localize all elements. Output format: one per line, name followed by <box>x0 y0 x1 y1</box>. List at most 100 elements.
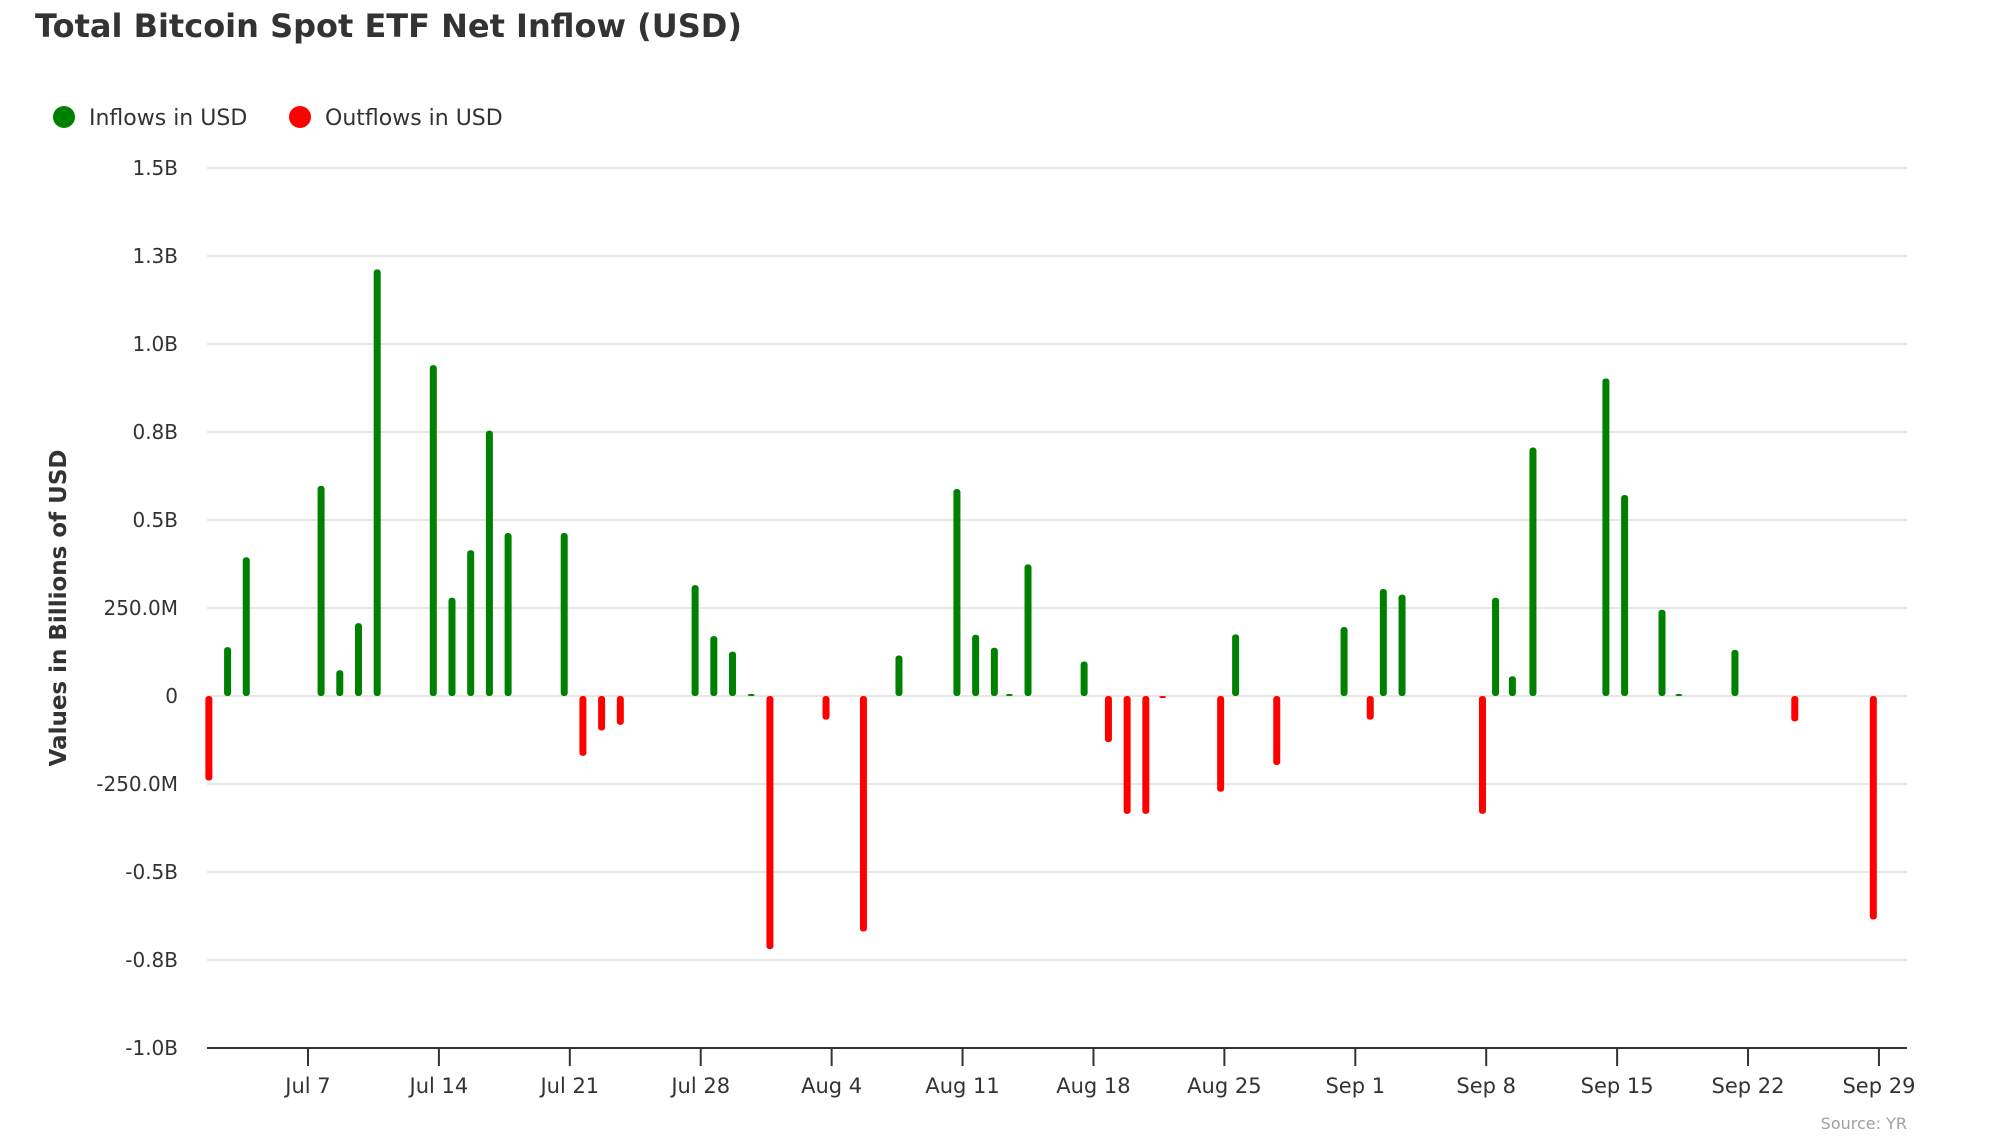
bar-rect <box>354 623 362 696</box>
inflow-bar[interactable]: Aug 15: 0.374B <box>1024 564 1032 696</box>
x-tick-label: Jul 14 <box>408 1074 469 1098</box>
bar-rect <box>242 557 250 696</box>
inflows-legend-marker <box>53 106 75 128</box>
inflow-bar[interactable]: Jul 29: 0.17B <box>710 636 718 696</box>
bar-rect <box>616 696 624 725</box>
bar-rect <box>205 696 213 781</box>
inflow-bar[interactable]: Sep 9: 0.279B <box>1492 597 1500 696</box>
outflow-bar[interactable]: Aug 21: -0.335B <box>1142 696 1150 814</box>
inflow-bar[interactable]: Jul 3: 0.139B <box>224 647 232 696</box>
y-axis-title: Values in Billions of USD <box>46 450 72 767</box>
outflow-bar[interactable]: Sep 2: -0.067B <box>1366 696 1374 720</box>
inflow-bar[interactable]: Aug 18: 0.098B <box>1080 661 1088 696</box>
inflow-bar[interactable]: Jul 4: 0.394B <box>242 557 250 696</box>
bar-rect <box>598 696 606 731</box>
bar-rect <box>1658 609 1666 696</box>
outflow-bar[interactable]: Aug 1: -0.719B <box>766 696 774 950</box>
x-tick-label: Jul 28 <box>669 1074 730 1098</box>
inflow-bar[interactable]: Jul 28: 0.315B <box>691 585 699 696</box>
inflow-bar[interactable]: Sep 3: 0.304B <box>1379 588 1387 696</box>
bar-rect <box>895 655 903 696</box>
outflow-bar[interactable]: Aug 20: -0.335B <box>1123 696 1131 814</box>
x-tick-label: Aug 25 <box>1187 1074 1261 1098</box>
bar-rect <box>1142 696 1150 814</box>
bar-rect <box>710 636 718 696</box>
bar-rect <box>1005 694 1013 696</box>
inflow-bar[interactable]: Sep 1: 0.196B <box>1340 627 1348 696</box>
inflow-bar[interactable]: Sep 19: 0.005B <box>1675 694 1683 696</box>
bar-rect <box>317 485 325 696</box>
outflow-bar[interactable]: Sep 29: -0.635B <box>1869 696 1877 920</box>
bar-rect <box>1508 676 1516 696</box>
inflow-bar[interactable]: Sep 10: 0.056B <box>1508 676 1516 696</box>
bar-rect <box>747 694 755 696</box>
inflow-bar[interactable]: Jul 21: 0.463B <box>560 533 568 696</box>
inflow-bar[interactable]: Sep 16: 0.571B <box>1621 495 1629 696</box>
outflow-bar[interactable]: Sep 25: -0.072B <box>1791 696 1799 722</box>
bar-rect <box>467 550 475 696</box>
y-tick-label: 1.3B <box>132 244 178 268</box>
outflow-bar[interactable]: Jul 24: -0.082B <box>616 696 624 725</box>
x-tick-label: Aug 18 <box>1056 1074 1130 1098</box>
bar-rect <box>1340 627 1348 696</box>
bar-rect <box>1621 495 1629 696</box>
inflow-bar[interactable]: Sep 4: 0.288B <box>1398 594 1406 696</box>
outflow-bar[interactable]: Sep 8: -0.335B <box>1478 696 1486 814</box>
outflows-legend-label: Outflows in USD <box>325 106 503 131</box>
x-tick-label: Aug 11 <box>925 1074 999 1098</box>
inflow-bar[interactable]: Aug 26: 0.175B <box>1232 634 1240 696</box>
inflow-bar[interactable]: Sep 18: 0.245B <box>1658 609 1666 696</box>
inflow-bar[interactable]: Aug 11: 0.588B <box>953 489 961 696</box>
legend-item-inflows[interactable]: Inflows in USD <box>53 106 247 131</box>
inflow-bar[interactable]: Sep 11: 0.706B <box>1529 447 1537 696</box>
y-tick-label: -0.8B <box>125 948 178 972</box>
inflow-bar[interactable]: Jul 16: 0.414B <box>467 550 475 696</box>
inflow-bar[interactable]: Aug 7: 0.115B <box>895 655 903 696</box>
bar-rect <box>429 365 437 696</box>
bar-rect <box>1232 634 1240 696</box>
legend: Inflows in USD Outflows in USD <box>53 106 503 131</box>
outflow-bar[interactable]: Jul 2: -0.24B <box>205 696 213 781</box>
inflow-bar[interactable]: Jul 10: 0.207B <box>354 623 362 696</box>
inflow-bar[interactable]: Aug 13: 0.137B <box>990 647 998 696</box>
inflow-bar[interactable]: Jul 30: 0.126B <box>729 651 737 696</box>
bar-rect <box>1602 378 1610 696</box>
bar-rect <box>485 430 493 696</box>
outflow-bar[interactable]: Aug 19: -0.131B <box>1104 696 1112 743</box>
inflow-bar[interactable]: Sep 22: 0.131B <box>1731 649 1739 696</box>
outflows-legend-marker <box>289 106 311 128</box>
outflow-bar[interactable]: Aug 6: -0.669B <box>859 696 867 932</box>
outflow-bar[interactable]: Aug 25: -0.272B <box>1217 696 1225 792</box>
inflow-bar[interactable]: Jul 14: 0.94B <box>429 365 437 696</box>
outflow-bar[interactable]: Jul 22: -0.17B <box>579 696 587 756</box>
bar-rect <box>729 651 737 696</box>
y-tick-label: 1.0B <box>132 332 178 356</box>
outflow-bar[interactable]: Jul 23: -0.098B <box>598 696 606 731</box>
inflow-bar[interactable]: Sep 15: 0.902B <box>1602 378 1610 696</box>
bar-rect <box>990 647 998 696</box>
inflow-bar[interactable]: Jul 8: 0.597B <box>317 485 325 696</box>
bar-rect <box>1731 649 1739 696</box>
bar-rect <box>1791 696 1799 722</box>
inflow-bar[interactable]: Jul 31: 0.003B <box>747 694 755 696</box>
bar-rect <box>1379 588 1387 696</box>
inflow-bar[interactable]: Jul 15: 0.279B <box>448 597 456 696</box>
bar-rect <box>1478 696 1486 814</box>
outflow-bar[interactable]: Aug 4: -0.067B <box>822 696 830 720</box>
inflow-bar[interactable]: Aug 14: 0.005B <box>1005 694 1013 696</box>
inflow-bar[interactable]: Jul 11: 1.212B <box>373 269 381 696</box>
bar-rect <box>504 533 512 696</box>
inflow-bar[interactable]: Jul 18: 0.463B <box>504 533 512 696</box>
chart-title: Total Bitcoin Spot ETF Net Inflow (USD) <box>35 7 742 45</box>
inflow-bar[interactable]: Jul 9: 0.073B <box>336 670 344 696</box>
outflow-bar[interactable]: Aug 22: -0.005B <box>1159 696 1167 698</box>
inflow-bar[interactable]: Aug 12: 0.174B <box>972 634 980 696</box>
inflow-bar[interactable]: Jul 17: 0.754B <box>485 430 493 696</box>
y-tick-label: 0 <box>165 684 178 708</box>
outflow-bar[interactable]: Aug 28: -0.196B <box>1273 696 1281 765</box>
legend-item-outflows[interactable]: Outflows in USD <box>289 106 503 131</box>
bar-rect <box>1024 564 1032 696</box>
bar-rect <box>1123 696 1131 814</box>
bar-rect <box>1869 696 1877 920</box>
